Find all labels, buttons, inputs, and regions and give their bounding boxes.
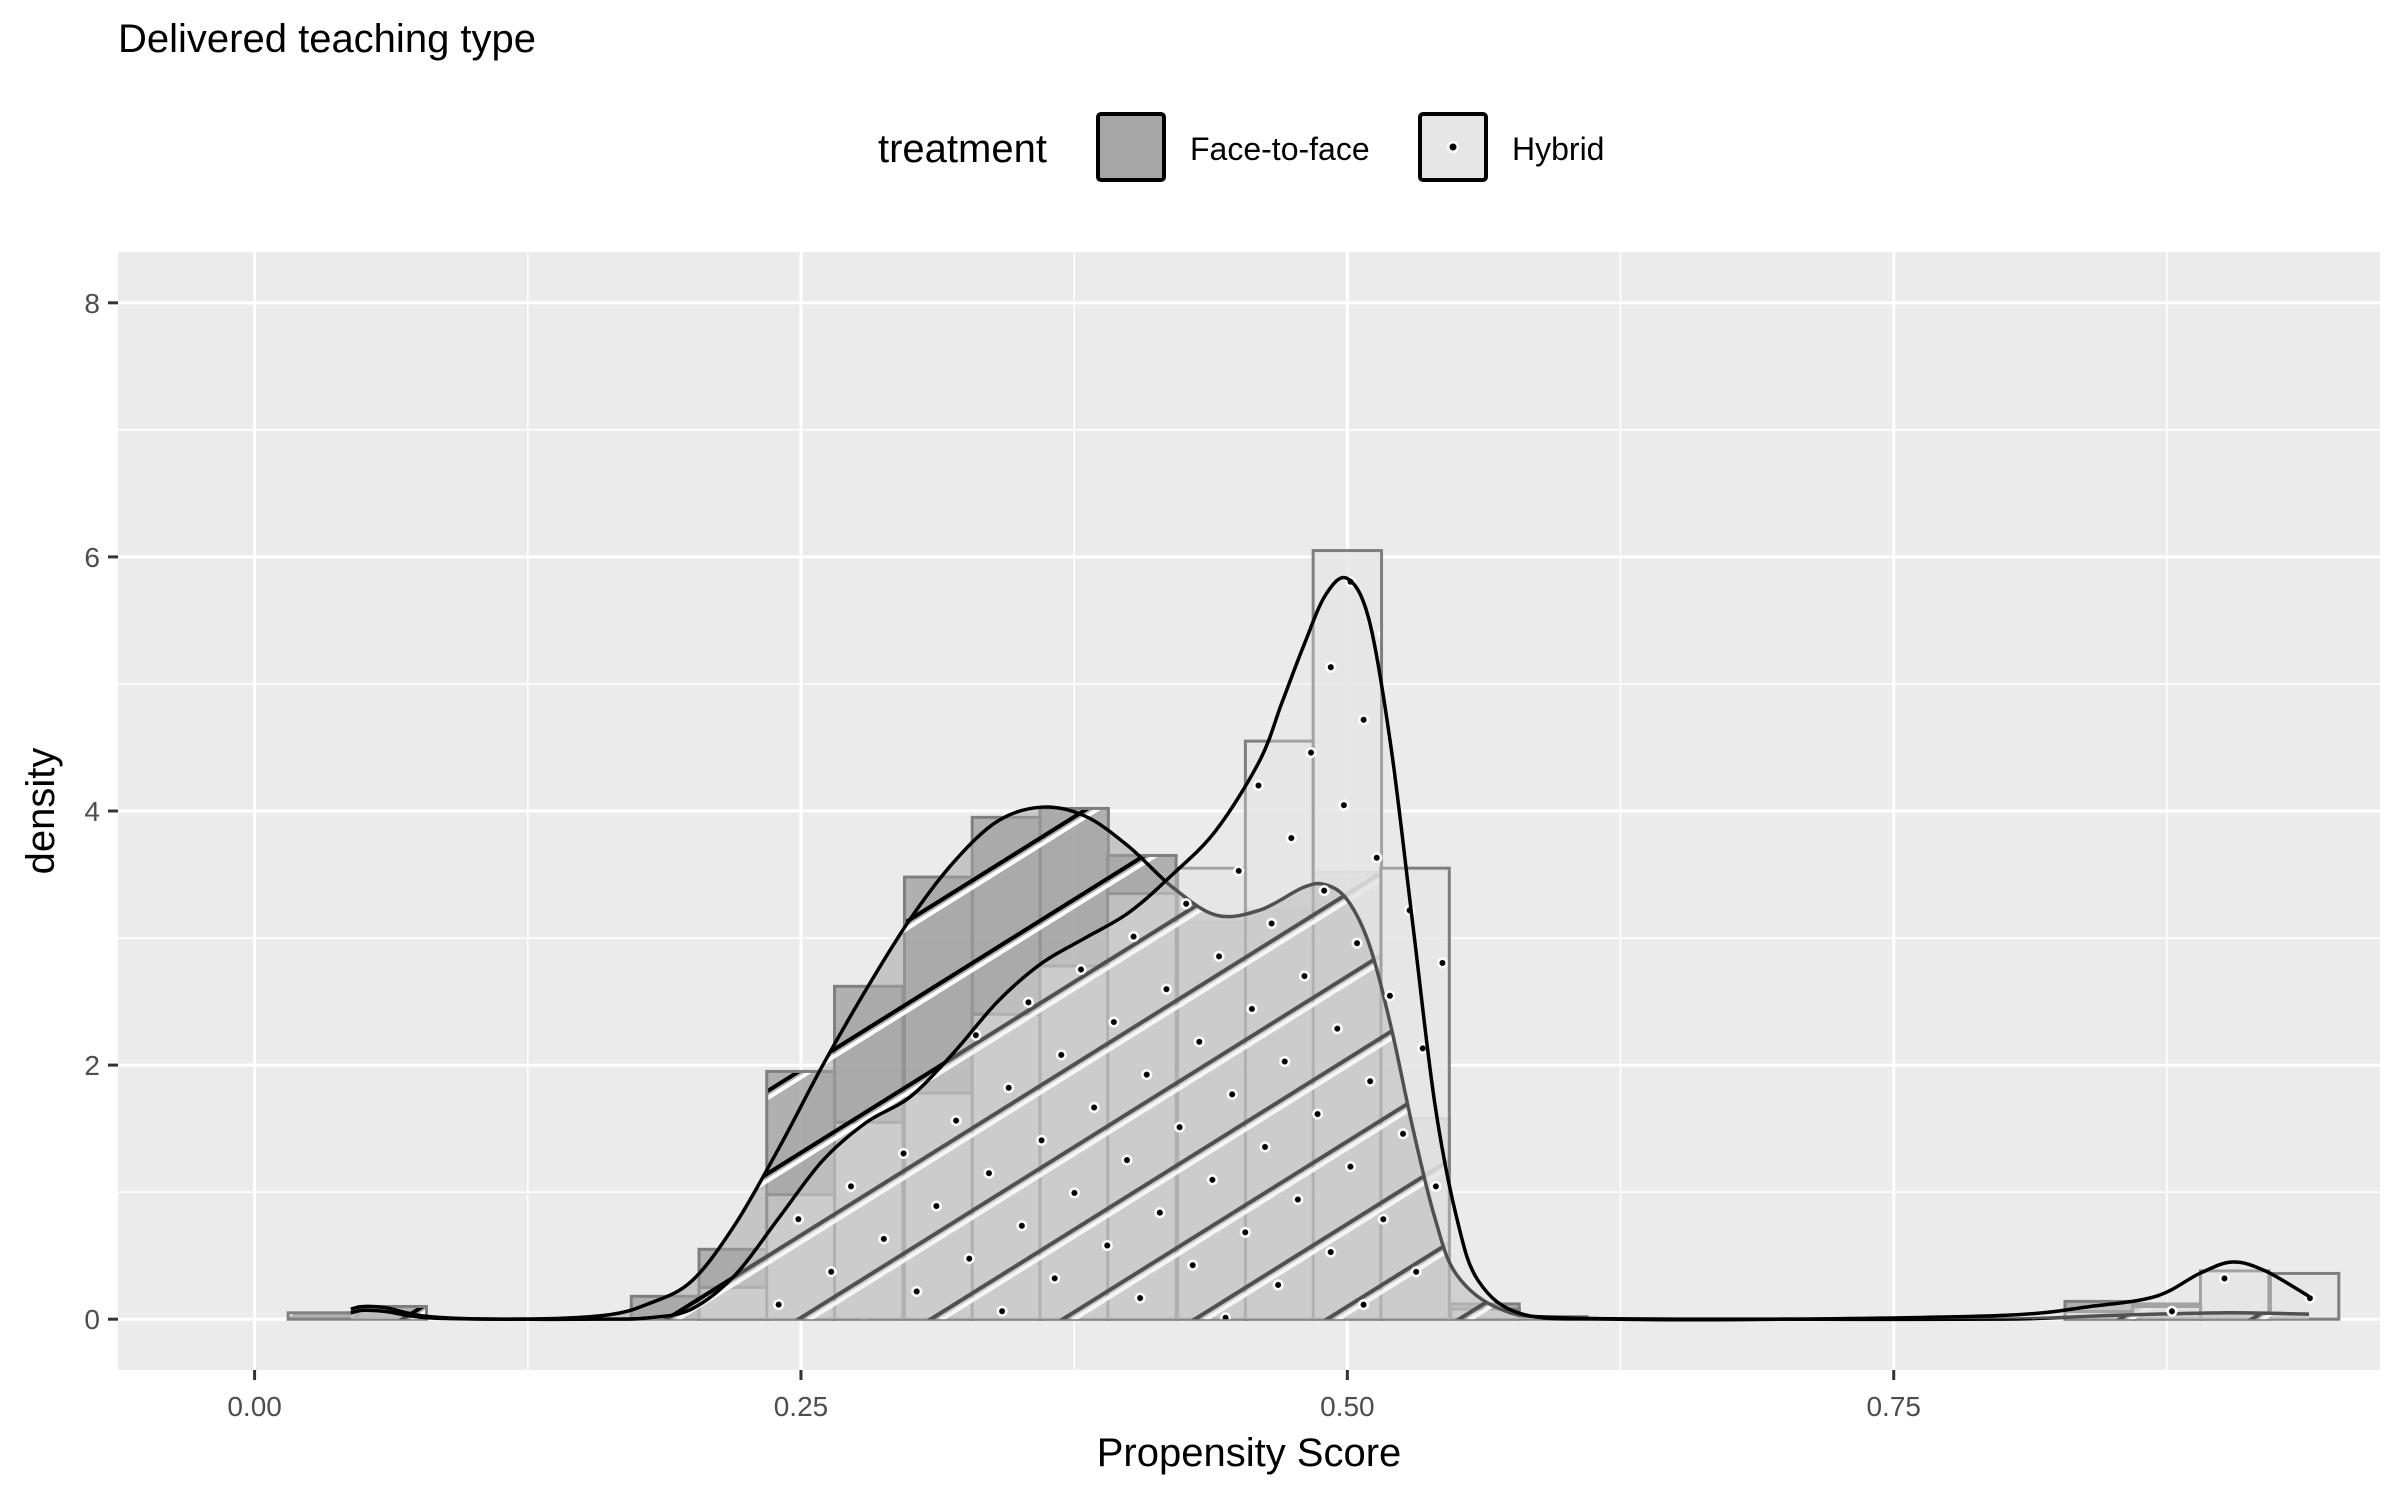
legend-title: treatment [878, 127, 1047, 171]
histogram-bar-pattern [288, 1312, 357, 1320]
legend-label-hybrid: Hybrid [1512, 131, 1604, 167]
legend: treatment Face-to-face Hybrid [878, 112, 1604, 182]
x-tick-label: 0.00 [227, 1391, 282, 1422]
legend-label-face-to-face: Face-to-face [1190, 131, 1370, 167]
x-axis-title: Propensity Score [1097, 1431, 1402, 1475]
y-tick-label: 6 [84, 542, 100, 573]
x-tick-label: 0.50 [1320, 1391, 1375, 1422]
y-axis-title: density [19, 748, 63, 875]
chart-title: Delivered teaching type [118, 17, 536, 61]
y-tick-label: 0 [84, 1304, 100, 1335]
density-area-pattern [350, 577, 2309, 1320]
axes: 0.00 0.25 0.50 0.75 0 2 4 6 8 [84, 288, 1921, 1422]
y-tick-label: 2 [84, 1050, 100, 1081]
y-tick-label: 4 [84, 796, 100, 827]
x-tick-label: 0.25 [774, 1391, 829, 1422]
density-line [350, 575, 2310, 1322]
legend-key-face-to-face [1096, 112, 1166, 182]
y-tick-label: 8 [84, 288, 100, 319]
legend-key-hybrid [1418, 112, 1488, 182]
density-curves [350, 575, 2310, 1322]
x-tick-label: 0.75 [1866, 1391, 1921, 1422]
